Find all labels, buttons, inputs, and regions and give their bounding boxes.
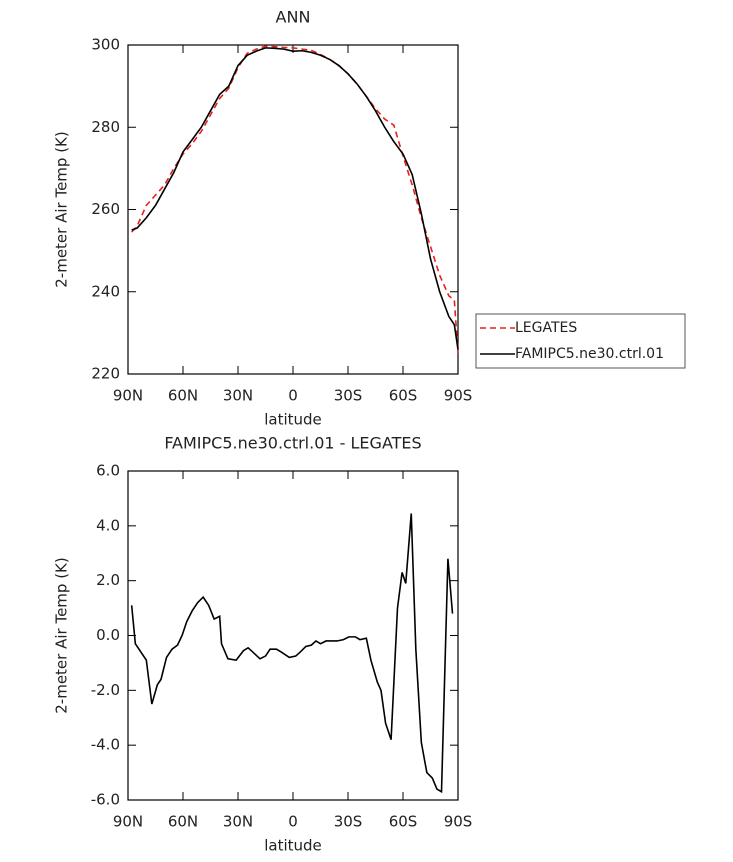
y-axis-label: 2-meter Air Temp (K) <box>53 557 71 714</box>
y-tick-label: 2.0 <box>96 571 120 589</box>
data-line <box>130 513 454 794</box>
chart-title: ANN <box>276 8 311 27</box>
chart-title: FAMIPC5.ne30.ctrl.01 - LEGATES <box>164 434 421 453</box>
y-tick-label: 0.0 <box>96 626 120 644</box>
legend-label: LEGATES <box>515 320 577 336</box>
x-tick-label: 30S <box>334 387 363 405</box>
x-axis-label: latitude <box>264 411 322 429</box>
x-tick-label: 0 <box>288 813 298 831</box>
x-tick-label: 0 <box>288 387 298 405</box>
y-tick-label: -6.0 <box>91 791 120 809</box>
y-tick-label: 280 <box>91 118 120 136</box>
y-axis-label: 2-meter Air Temp (K) <box>53 131 71 288</box>
x-tick-label: 60S <box>389 387 418 405</box>
x-tick-label: 90S <box>444 387 473 405</box>
plot-frame <box>127 44 459 375</box>
y-tick-label: 240 <box>91 282 120 300</box>
x-tick-label: 90S <box>444 813 473 831</box>
y-tick-label: -2.0 <box>91 681 120 699</box>
y-tick-label: 220 <box>91 365 120 383</box>
x-tick-label: 60N <box>168 387 198 405</box>
legend-box <box>475 313 686 369</box>
y-tick-label: 300 <box>91 36 120 54</box>
data-line <box>131 45 459 354</box>
y-tick-label: 4.0 <box>96 516 120 534</box>
y-tick-label: 6.0 <box>96 462 120 480</box>
plot-frame <box>127 470 459 801</box>
x-tick-label: 30N <box>223 387 253 405</box>
y-tick-label: -4.0 <box>91 736 120 754</box>
x-tick-label: 90N <box>113 387 143 405</box>
x-tick-label: 60S <box>389 813 418 831</box>
x-tick-label: 60N <box>168 813 198 831</box>
x-axis-label: latitude <box>264 837 322 855</box>
data-line <box>131 47 459 350</box>
y-tick-label: 260 <box>91 200 120 218</box>
legend-label: FAMIPC5.ne30.ctrl.01 <box>515 346 664 362</box>
x-tick-label: 30N <box>223 813 253 831</box>
x-tick-label: 30S <box>334 813 363 831</box>
x-tick-label: 90N <box>113 813 143 831</box>
